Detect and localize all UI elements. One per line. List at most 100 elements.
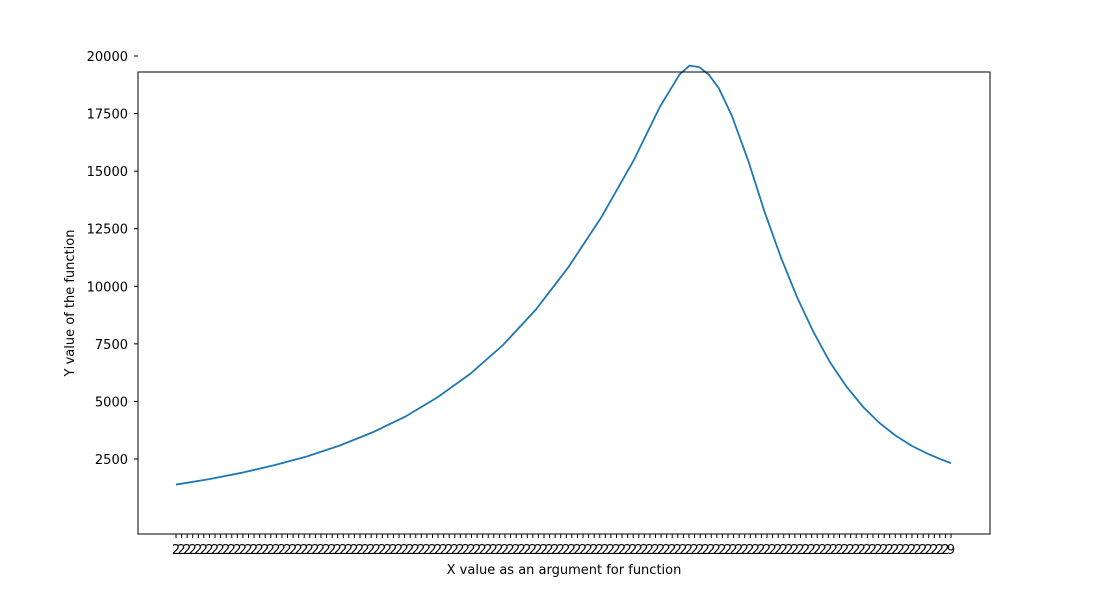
x-tick-label: 2 [361, 543, 369, 558]
x-tick-label: 2 [183, 543, 191, 558]
y-axis-title: Y value of the function [63, 230, 78, 378]
x-tick-label: 2 [350, 543, 358, 558]
x-tick-label: 2 [551, 543, 559, 558]
x-tick-label: 2 [752, 543, 760, 558]
x-tick-label: 2 [735, 543, 743, 558]
x-tick-label: 2 [540, 543, 548, 558]
x-tick-label: 2 [702, 543, 710, 558]
y-tick-label: 2500 [95, 453, 128, 468]
x-tick-label: 2 [824, 543, 832, 558]
x-tick-label: 2 [356, 543, 364, 558]
x-tick-label: 2 [646, 543, 654, 558]
y-axis: 2500 5000 7500 10000 12500 15000 17500 20000 [87, 50, 138, 468]
x-tick-label: 2 [194, 543, 202, 558]
x-tick-label: 2 [590, 543, 598, 558]
x-tick-label: 2 [545, 543, 553, 558]
y-tick-label: 15000 [87, 165, 128, 180]
x-tick-label: 2 [746, 543, 754, 558]
y-tick-label: 7500 [95, 338, 128, 353]
x-tick-label: 2 [228, 543, 236, 558]
x-tick-label: 2 [618, 543, 626, 558]
x-tick-label: 2 [925, 543, 933, 558]
x-tick-label: 2 [612, 543, 620, 558]
x-tick-label: 2 [813, 543, 821, 558]
x-tick-label: 2 [289, 543, 297, 558]
x-tick-label: 2 [456, 543, 464, 558]
x-tick-label: 2 [417, 543, 425, 558]
x-tick-label: 2 [713, 543, 721, 558]
x-tick-label: 2 [584, 543, 592, 558]
x-tick-label: 2 [328, 543, 336, 558]
y-tick-label: 17500 [87, 108, 128, 123]
x-tick-label: 2 [830, 543, 838, 558]
x-tick-label: 2 [657, 543, 665, 558]
x-tick-label: 2 [763, 543, 771, 558]
x-tick-label: 2 [852, 543, 860, 558]
x-tick-label: 2 [445, 543, 453, 558]
series-line [175, 64, 952, 486]
x-tick-label: 2 [389, 543, 397, 558]
x-tick-label: 2 [741, 543, 749, 558]
x-tick-label: 2 [523, 543, 531, 558]
x-tick-label: 2 [367, 543, 375, 558]
x-tick-label: 2 [796, 543, 804, 558]
x-tick-label: 2 [339, 543, 347, 558]
x-tick-label: 2 [451, 543, 459, 558]
x-tick-label: 2 [406, 543, 414, 558]
x-tick-label: 2 [846, 543, 854, 558]
x-tick-label: 2 [623, 543, 631, 558]
x-tick-label: 2 [768, 543, 776, 558]
x-tick-label: 2 [874, 543, 882, 558]
x-tick-label: 2 [891, 543, 899, 558]
x-tick-label: 2 [534, 543, 542, 558]
x-tick-label: 2 [462, 543, 470, 558]
plot-frame [137, 71, 991, 535]
x-tick-label: 2 [400, 543, 408, 558]
x-tick-label: 2 [467, 543, 475, 558]
x-tick-label: 2 [780, 543, 788, 558]
x-tick-label: 2 [568, 543, 576, 558]
x-tick-label: 2 [529, 543, 537, 558]
x-tick-label: 2 [439, 543, 447, 558]
x-tick-label: 2 [930, 543, 938, 558]
x-tick-label: 2 [729, 543, 737, 558]
x-tick-label: 2 [757, 543, 765, 558]
x-tick-label: 2 [919, 543, 927, 558]
x-tick-label: 2 [311, 543, 319, 558]
x-tick-label: 2 [696, 543, 704, 558]
x-tick-label: 2 [869, 543, 877, 558]
x-tick-label: 2 [272, 543, 280, 558]
x-tick-label: 2 [222, 543, 230, 558]
x-tick-label: 2 [668, 543, 676, 558]
x-tick-label: 2 [423, 543, 431, 558]
x-tick-label: 2 [819, 543, 827, 558]
x-tick-label: 2 [863, 543, 871, 558]
x-tick-label: 2 [490, 543, 498, 558]
x-tick-label: 2 [216, 543, 224, 558]
x-tick-label: 2 [211, 543, 219, 558]
x-tick-label: 2 [479, 543, 487, 558]
x-tick-label: 2 [601, 543, 609, 558]
x-tick-label: 2 [562, 543, 570, 558]
x-tick-label: 2 [674, 543, 682, 558]
x-tick-label: 2 [473, 543, 481, 558]
x-tick-label: 2 [261, 543, 269, 558]
x-tick-label: 2 [300, 543, 308, 558]
x-tick-label: 2 [428, 543, 436, 558]
x-tick-label: 2 [635, 543, 643, 558]
x-tick-label: 2 [501, 543, 509, 558]
x-tick-label: 2 [334, 543, 342, 558]
x-tick-label: 2 [189, 543, 197, 558]
x-tick-label: 2 [596, 543, 604, 558]
x-tick-label: 2 [205, 543, 213, 558]
x-tick-label: 2 [685, 543, 693, 558]
x-tick-label: 2 [880, 543, 888, 558]
x-tick-label: 2 [317, 543, 325, 558]
x-tick-label: 2 [177, 543, 185, 558]
x-tick-label: 2 [651, 543, 659, 558]
x-tick-label: 2 [941, 543, 949, 558]
x-tick-label: 2 [412, 543, 420, 558]
x-tick-label: 2 [384, 543, 392, 558]
x-tick-label: 2 [886, 543, 894, 558]
